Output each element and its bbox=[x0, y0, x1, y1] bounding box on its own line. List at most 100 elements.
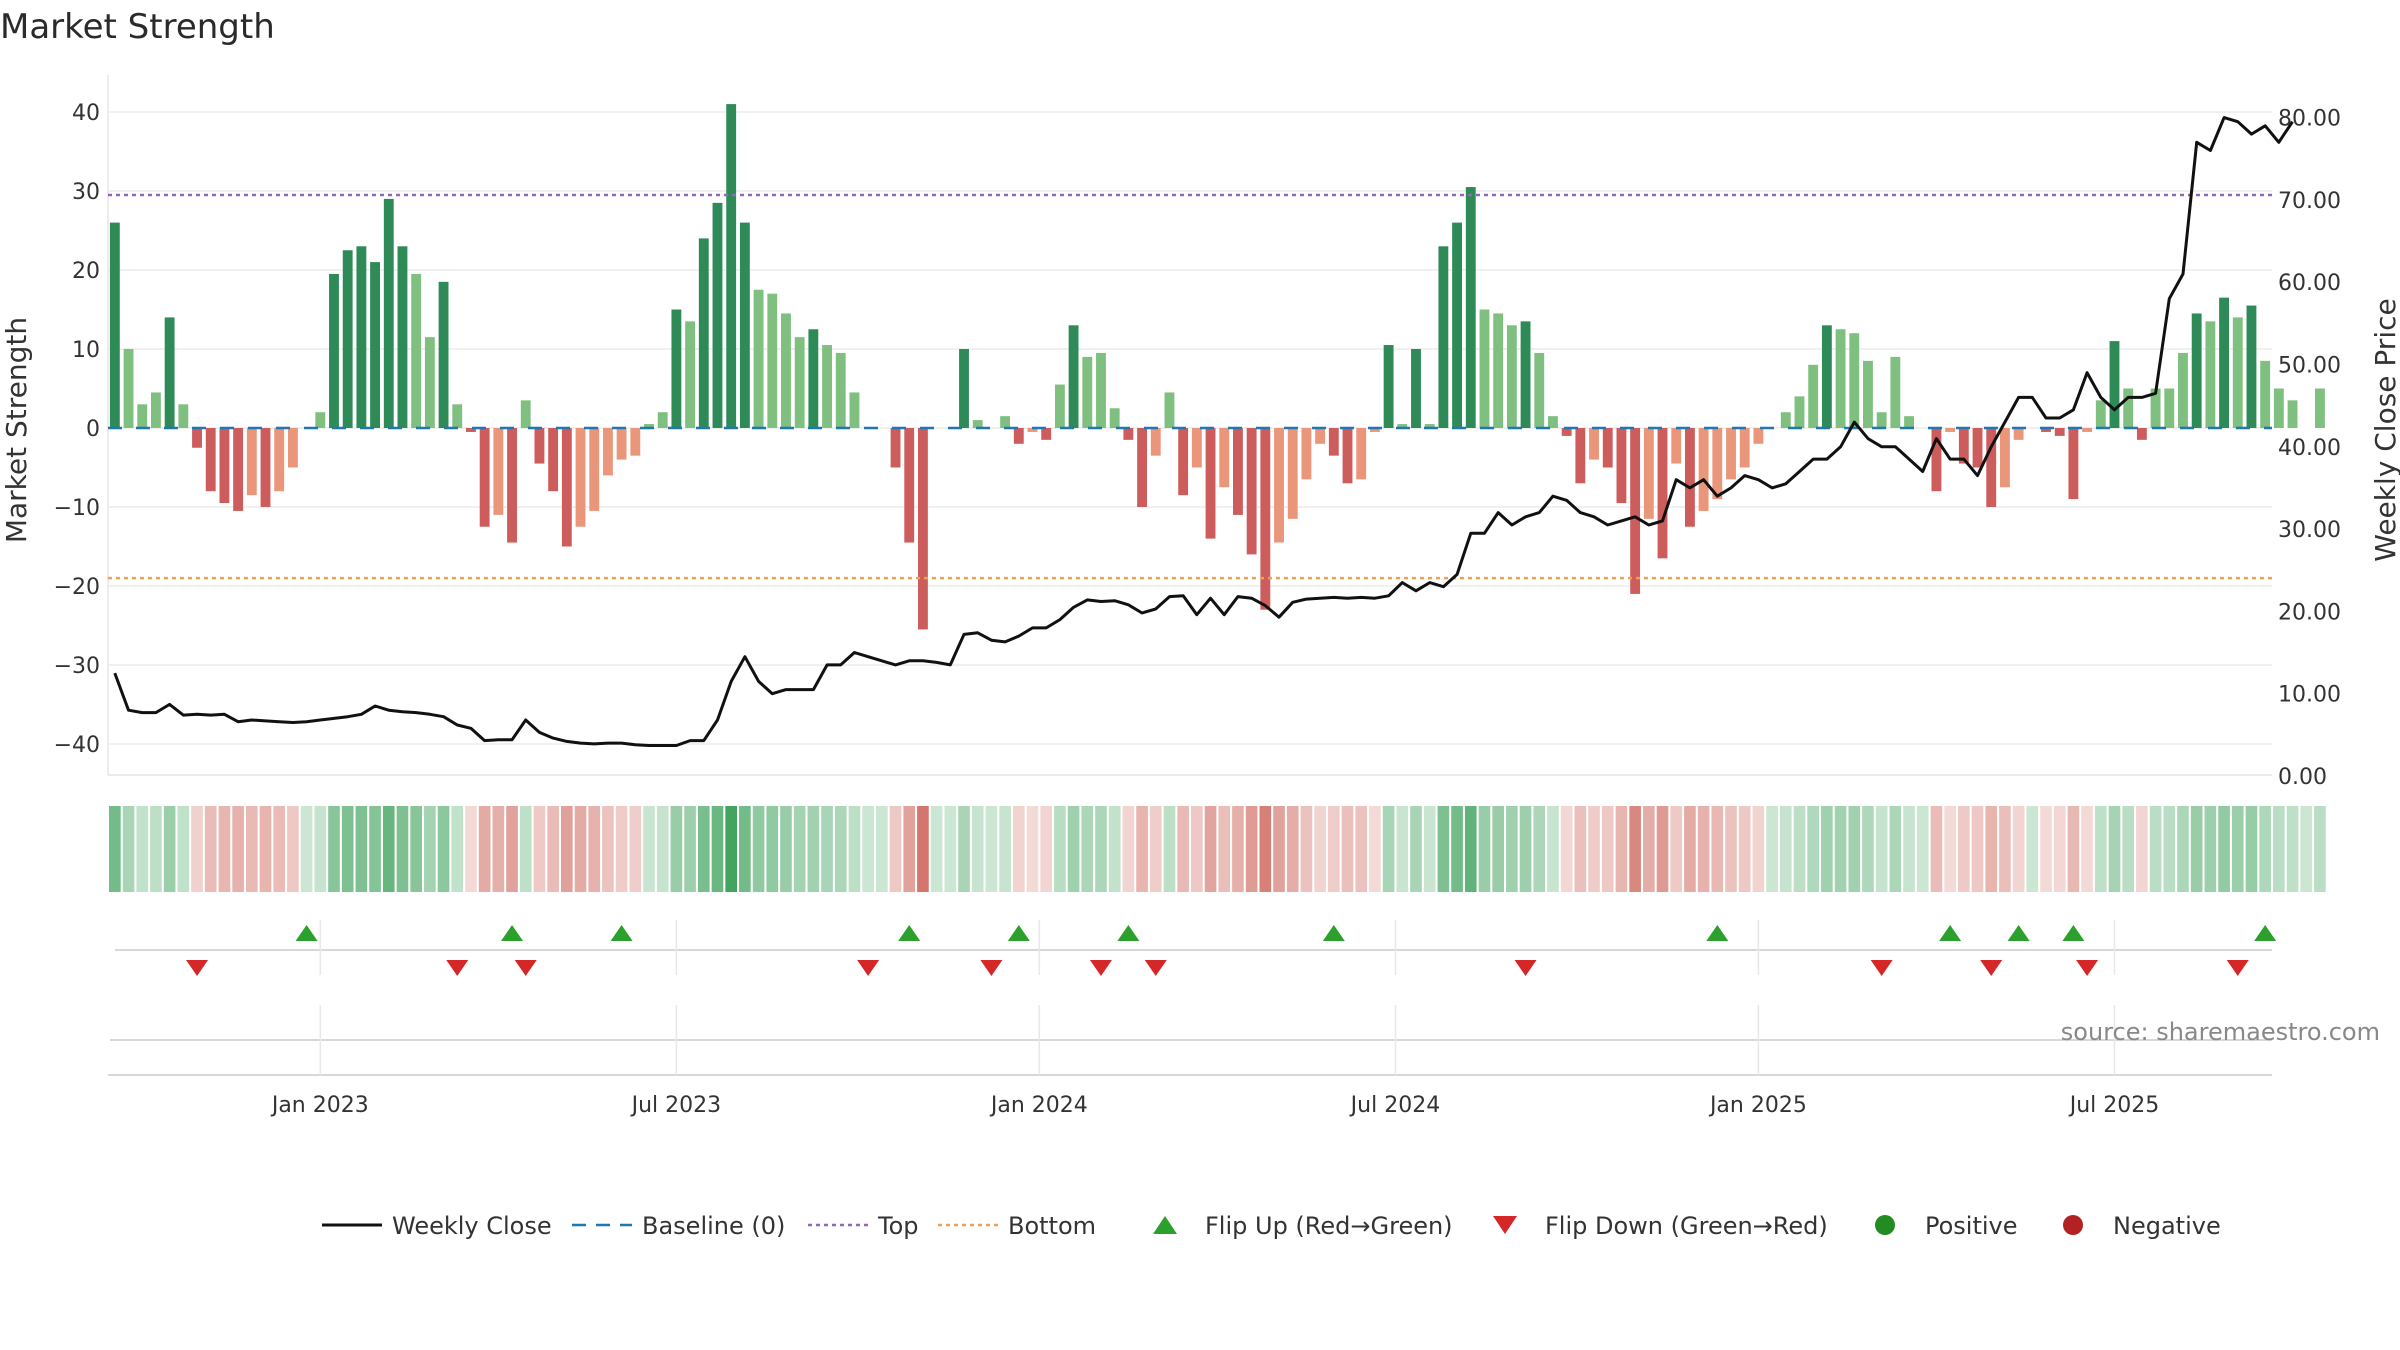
strength-bar bbox=[1753, 428, 1764, 444]
strength-bar bbox=[1589, 428, 1599, 460]
heat-cell bbox=[533, 806, 546, 892]
legend-label: Bottom bbox=[1008, 1212, 1096, 1240]
legend-label: Baseline (0) bbox=[642, 1212, 785, 1240]
heat-cell bbox=[1232, 806, 1244, 892]
heat-cell bbox=[150, 806, 162, 892]
strength-bar bbox=[1958, 428, 1969, 464]
heat-cell bbox=[1177, 806, 1189, 892]
strength-bar bbox=[1602, 428, 1613, 468]
flip-up-marker bbox=[295, 925, 318, 941]
strength-bar bbox=[2164, 388, 2175, 428]
strength-bar bbox=[2246, 305, 2257, 428]
strength-bar bbox=[904, 428, 915, 543]
heat-cell bbox=[1012, 806, 1025, 892]
heat-cell bbox=[1944, 806, 1956, 892]
flip-up-marker bbox=[610, 925, 633, 941]
strength-bar bbox=[644, 424, 654, 428]
heat-cell bbox=[382, 806, 395, 892]
y-tick-label-right: 40.00 bbox=[2278, 436, 2341, 461]
flip-up-marker bbox=[898, 925, 921, 941]
heat-cell bbox=[1286, 806, 1299, 892]
strength-bar bbox=[397, 246, 408, 428]
heat-cell bbox=[1862, 806, 1874, 892]
strength-bar bbox=[616, 428, 627, 460]
strength-bar bbox=[1698, 428, 1709, 511]
strength-bar bbox=[479, 428, 490, 527]
strength-bar bbox=[2109, 341, 2120, 428]
heat-cell bbox=[506, 806, 518, 892]
strength-bar bbox=[383, 198, 394, 428]
legend-swatch-flip-up bbox=[1153, 1216, 1177, 1234]
strength-bar bbox=[1849, 333, 1860, 428]
strength-bar bbox=[1561, 428, 1572, 436]
legend-label: Top bbox=[877, 1212, 919, 1240]
strength-bar bbox=[1726, 428, 1736, 480]
flip-up-marker bbox=[1007, 925, 1030, 941]
strength-bar bbox=[1397, 424, 1408, 428]
strength-bar bbox=[1383, 345, 1394, 428]
heat-cell bbox=[2190, 806, 2203, 892]
heat-strip bbox=[109, 806, 2326, 892]
heat-cell bbox=[1889, 806, 1902, 892]
heat-cell bbox=[1547, 806, 1559, 892]
strength-bar bbox=[1287, 428, 1298, 519]
heat-cell bbox=[1697, 806, 1710, 892]
strength-bar bbox=[151, 392, 161, 428]
heat-cell bbox=[1711, 806, 1724, 892]
heat-cell bbox=[1382, 806, 1395, 892]
heat-cell bbox=[1916, 806, 1929, 892]
heat-cell bbox=[2040, 806, 2052, 892]
heat-cell bbox=[1766, 806, 1778, 892]
heat-cell bbox=[862, 806, 874, 892]
strength-bar bbox=[575, 428, 586, 527]
y-tick-label-left: −10 bbox=[54, 496, 100, 521]
strength-bar bbox=[753, 289, 764, 428]
strength-bars bbox=[109, 104, 2325, 630]
strength-bar bbox=[370, 262, 381, 428]
y-tick-label-left: −40 bbox=[54, 733, 100, 758]
heat-cell bbox=[1656, 806, 1669, 892]
heat-cell bbox=[1930, 806, 1943, 892]
heat-cell bbox=[1478, 806, 1491, 892]
strength-bar bbox=[1315, 428, 1326, 444]
strength-bar bbox=[2123, 388, 2134, 428]
heat-cell bbox=[1848, 806, 1861, 892]
strength-bar bbox=[959, 349, 969, 428]
heat-cell bbox=[588, 806, 601, 892]
heat-cell bbox=[1903, 806, 1915, 892]
y-tick-label-right: 0.00 bbox=[2278, 765, 2327, 790]
heat-cell bbox=[2067, 806, 2080, 892]
flip-up-marker bbox=[2254, 925, 2277, 941]
legend-label: Weekly Close bbox=[392, 1212, 552, 1240]
strength-bar bbox=[1233, 428, 1243, 515]
heat-cell bbox=[1054, 806, 1066, 892]
strength-bar bbox=[1999, 428, 2010, 488]
y-tick-label-left: −30 bbox=[54, 654, 100, 679]
y-tick-label-right: 70.00 bbox=[2278, 189, 2341, 214]
heat-cell bbox=[136, 806, 149, 892]
strength-bar bbox=[849, 392, 860, 428]
strength-bar bbox=[342, 250, 353, 428]
strength-bar bbox=[1671, 428, 1682, 464]
flip-down-marker bbox=[446, 960, 469, 976]
chart-title: Market Strength bbox=[0, 7, 275, 47]
strength-bar bbox=[1452, 222, 1463, 428]
heat-cell bbox=[1779, 806, 1792, 892]
heat-cell bbox=[328, 806, 340, 892]
strength-bar bbox=[548, 428, 559, 492]
strength-bar bbox=[1424, 424, 1435, 428]
heat-cell bbox=[1369, 806, 1381, 892]
heat-cell bbox=[1136, 806, 1148, 892]
heat-cell bbox=[2136, 806, 2148, 892]
heat-cell bbox=[2245, 806, 2258, 892]
strength-bar bbox=[1164, 392, 1175, 428]
heat-cell bbox=[1533, 806, 1546, 892]
heat-cell bbox=[245, 806, 258, 892]
strength-bar bbox=[1109, 408, 1120, 428]
heat-cell bbox=[2273, 806, 2285, 892]
strength-bar bbox=[2136, 428, 2147, 440]
strength-bar bbox=[1904, 416, 1914, 428]
heat-cell bbox=[1519, 806, 1532, 892]
heat-cell bbox=[1410, 806, 1422, 892]
legend-item-bottom: Bottom bbox=[938, 1212, 1096, 1240]
